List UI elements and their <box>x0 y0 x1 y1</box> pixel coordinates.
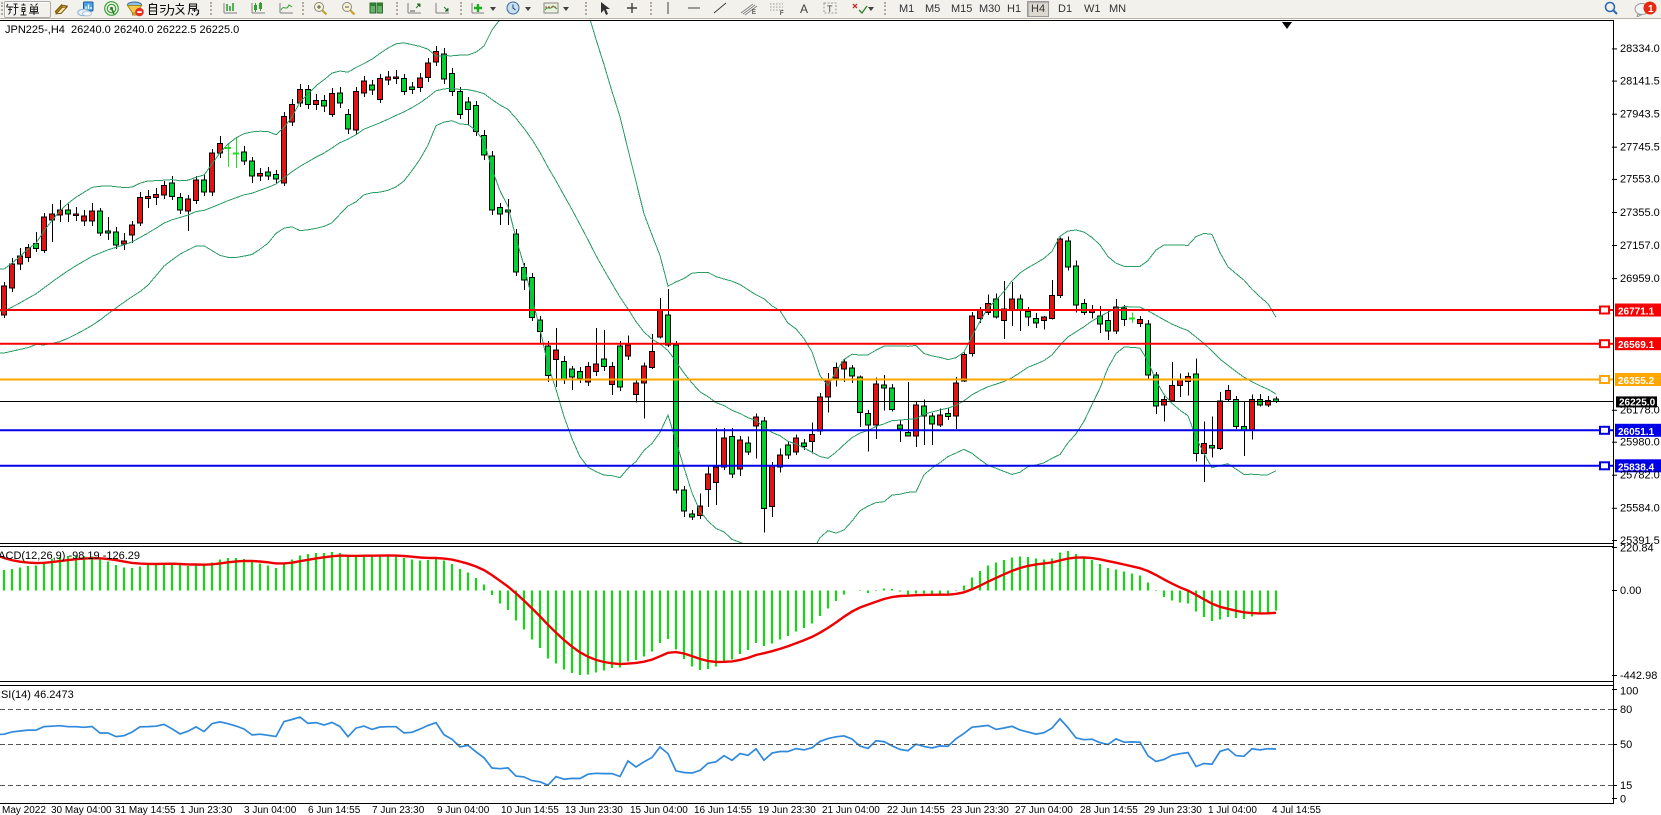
svg-text:26771.1: 26771.1 <box>1618 307 1655 318</box>
svg-text:31 May 14:55: 31 May 14:55 <box>115 805 176 815</box>
svg-text:May 2022: May 2022 <box>2 805 46 815</box>
svg-text:25838.4: 25838.4 <box>1618 462 1655 473</box>
svg-text:28 Jun 14:55: 28 Jun 14:55 <box>1080 805 1138 815</box>
svg-text:E: E <box>752 10 756 16</box>
svg-text:27553.0: 27553.0 <box>1620 174 1660 186</box>
svg-text:23 Jun 23:30: 23 Jun 23:30 <box>951 805 1009 815</box>
svg-text:F: F <box>780 11 784 16</box>
svg-text:22 Jun 14:55: 22 Jun 14:55 <box>887 805 945 815</box>
svg-text:7 Jun 23:30: 7 Jun 23:30 <box>372 805 425 815</box>
svg-text:29 Jun 23:30: 29 Jun 23:30 <box>1144 805 1202 815</box>
svg-text:1: 1 <box>1648 4 1654 15</box>
svg-text:15: 15 <box>1620 780 1632 792</box>
svg-text:RSI(14) 46.2473: RSI(14) 46.2473 <box>0 689 74 701</box>
svg-text:26051.1: 26051.1 <box>1618 427 1655 438</box>
svg-text:26355.2: 26355.2 <box>1618 376 1655 387</box>
svg-text:26569.1: 26569.1 <box>1618 340 1655 351</box>
svg-text:25391.5: 25391.5 <box>1620 535 1660 547</box>
svg-text:T: T <box>827 4 833 14</box>
svg-text:13 Jun 23:30: 13 Jun 23:30 <box>565 805 623 815</box>
svg-text:27943.5: 27943.5 <box>1620 109 1660 121</box>
svg-text:6 Jun 14:55: 6 Jun 14:55 <box>308 805 361 815</box>
svg-text:25782.0: 25782.0 <box>1620 470 1660 482</box>
svg-text:27157.0: 27157.0 <box>1620 240 1660 252</box>
svg-text:0: 0 <box>1620 794 1626 806</box>
svg-text:30 May 04:00: 30 May 04:00 <box>51 805 112 815</box>
svg-text:26959.0: 26959.0 <box>1620 273 1660 285</box>
svg-text:1 Jun 23:30: 1 Jun 23:30 <box>180 805 233 815</box>
svg-text:28334.0: 28334.0 <box>1620 43 1660 55</box>
svg-text:100: 100 <box>1620 686 1638 698</box>
svg-text:4 Jul 14:55: 4 Jul 14:55 <box>1272 805 1321 815</box>
svg-text:19 Jun 23:30: 19 Jun 23:30 <box>758 805 816 815</box>
svg-text:21 Jun 04:00: 21 Jun 04:00 <box>822 805 880 815</box>
svg-text:-442.98: -442.98 <box>1620 670 1657 682</box>
svg-text:27355.0: 27355.0 <box>1620 207 1660 219</box>
svg-text:10 Jun 14:55: 10 Jun 14:55 <box>501 805 559 815</box>
svg-text:3 Jun 04:00: 3 Jun 04:00 <box>244 805 297 815</box>
svg-text:1 Jul 04:00: 1 Jul 04:00 <box>1208 805 1257 815</box>
svg-text:9 Jun 04:00: 9 Jun 04:00 <box>437 805 490 815</box>
svg-text:15 Jun 04:00: 15 Jun 04:00 <box>630 805 688 815</box>
svg-text:A: A <box>800 2 808 16</box>
svg-text:27745.5: 27745.5 <box>1620 142 1660 154</box>
svg-text:220.84: 220.84 <box>1620 543 1654 555</box>
svg-text:28141.5: 28141.5 <box>1620 75 1660 87</box>
svg-text:16 Jun 14:55: 16 Jun 14:55 <box>694 805 752 815</box>
svg-text:25584.0: 25584.0 <box>1620 503 1660 515</box>
svg-text:26225.0: 26225.0 <box>1619 397 1656 408</box>
svg-text:JPN225-,H4 26240.0 26240.0 26: JPN225-,H4 26240.0 26240.0 26222.5 26225… <box>5 24 239 36</box>
svg-text:25980.0: 25980.0 <box>1620 437 1660 449</box>
svg-text:MACD(12,26,9) -98.19 -126.29: MACD(12,26,9) -98.19 -126.29 <box>0 550 140 562</box>
svg-text:50: 50 <box>1620 739 1632 751</box>
svg-text:26178.0: 26178.0 <box>1620 405 1660 417</box>
svg-text:0.00: 0.00 <box>1620 585 1641 597</box>
svg-text:80: 80 <box>1620 704 1632 716</box>
svg-text:27 Jun 04:00: 27 Jun 04:00 <box>1015 805 1073 815</box>
